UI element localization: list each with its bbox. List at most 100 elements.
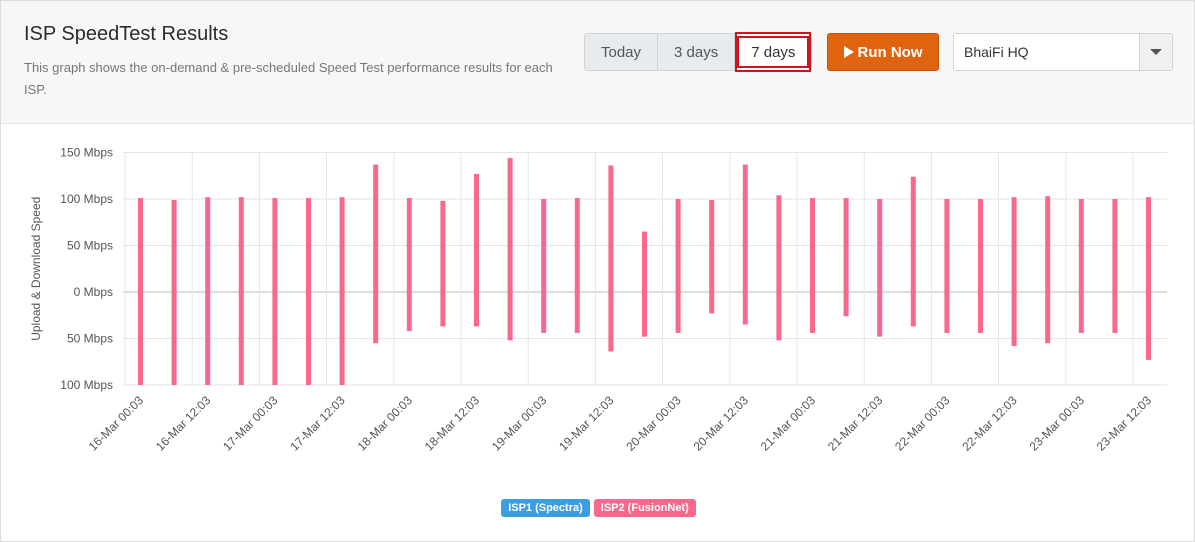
download-bar bbox=[944, 199, 950, 292]
range-today-button[interactable]: Today bbox=[585, 34, 659, 70]
range-3days-button[interactable]: 3 days bbox=[658, 34, 736, 70]
upload-bar bbox=[1146, 292, 1151, 360]
download-bar bbox=[910, 176, 916, 292]
x-tick-label: 17-Mar 12:03 bbox=[287, 393, 348, 454]
play-icon bbox=[843, 46, 854, 58]
download-bar bbox=[1011, 197, 1017, 292]
x-tick-label: 19-Mar 12:03 bbox=[556, 393, 617, 454]
download-bar bbox=[742, 164, 748, 292]
upload-bar bbox=[440, 292, 446, 327]
x-tick-label: 19-Mar 00:03 bbox=[489, 393, 550, 454]
x-tick-label: 21-Mar 12:03 bbox=[825, 393, 886, 454]
y-tick-label: 150 Mbps bbox=[60, 146, 113, 160]
x-tick-label: 23-Mar 00:03 bbox=[1027, 393, 1088, 454]
legend-isp2[interactable]: ISP2 (FusionNet) bbox=[593, 499, 696, 517]
upload-bar bbox=[474, 292, 479, 327]
download-bar bbox=[1112, 199, 1118, 292]
upload-bar bbox=[608, 292, 614, 352]
download-bar bbox=[238, 197, 244, 292]
page-title: ISP SpeedTest Results bbox=[24, 23, 229, 45]
download-bar bbox=[205, 197, 211, 292]
x-tick-label: 23-Mar 12:03 bbox=[1094, 393, 1155, 454]
download-bar bbox=[474, 173, 479, 292]
location-select-value: BhaiFi HQ bbox=[964, 44, 1029, 60]
location-select[interactable]: BhaiFi HQ bbox=[953, 33, 1173, 71]
upload-bar bbox=[1045, 292, 1051, 344]
download-bar bbox=[843, 198, 849, 292]
range-selector: Today 3 days 7 days bbox=[584, 32, 813, 72]
download-bar bbox=[776, 195, 782, 292]
speed-chart: 150 Mbps 100 Mbps 50 Mbps 0 Mbps 50 Mbps 100 … bbox=[29, 146, 1167, 454]
download-bar bbox=[675, 199, 681, 292]
download-bar bbox=[608, 165, 614, 292]
upload-bar bbox=[910, 292, 916, 327]
upload-bar bbox=[810, 292, 815, 333]
upload-bar bbox=[1078, 292, 1084, 333]
download-bar bbox=[1078, 199, 1084, 292]
panel-header: ISP SpeedTest Results This graph shows t… bbox=[1, 1, 1194, 124]
y-tick-label: 50 Mbps bbox=[67, 332, 113, 346]
download-bar bbox=[709, 199, 715, 292]
upload-bar bbox=[507, 292, 513, 341]
download-bar bbox=[574, 198, 580, 292]
upload-bar bbox=[272, 292, 278, 385]
chart-legend: ISP1 (Spectra) ISP2 (FusionNet) bbox=[1, 499, 1195, 517]
download-bar bbox=[642, 231, 647, 292]
download-bar bbox=[339, 197, 345, 292]
upload-bar bbox=[171, 292, 177, 385]
y-tick-label: 100 Mbps bbox=[60, 378, 113, 392]
y-tick-label: 100 Mbps bbox=[60, 192, 113, 206]
upload-bar bbox=[776, 292, 782, 341]
upload-bar bbox=[675, 292, 681, 333]
download-bar bbox=[507, 158, 513, 292]
upload-bar bbox=[843, 292, 849, 317]
upload-bar bbox=[574, 292, 580, 333]
range-7days-button[interactable]: 7 days bbox=[735, 32, 812, 72]
upload-bar bbox=[238, 292, 244, 385]
location-select-toggle[interactable] bbox=[1139, 34, 1172, 70]
y-axis-label: Upload & Download Speed bbox=[29, 197, 43, 341]
upload-bar bbox=[205, 292, 211, 385]
x-tick-label: 21-Mar 00:03 bbox=[758, 393, 819, 454]
x-tick-label: 22-Mar 00:03 bbox=[892, 393, 953, 454]
upload-bar bbox=[306, 292, 311, 385]
upload-bar bbox=[339, 292, 345, 385]
upload-bar bbox=[978, 292, 983, 333]
x-tick-label: 20-Mar 12:03 bbox=[691, 393, 752, 454]
upload-bar bbox=[138, 292, 143, 385]
x-tick-label: 17-Mar 00:03 bbox=[220, 393, 281, 454]
download-bar bbox=[171, 199, 177, 292]
y-tick-label: 0 Mbps bbox=[74, 285, 113, 299]
run-now-button[interactable]: Run Now bbox=[827, 33, 939, 71]
legend-isp1[interactable]: ISP1 (Spectra) bbox=[501, 499, 590, 517]
upload-bar bbox=[944, 292, 950, 333]
x-tick-label: 16-Mar 00:03 bbox=[86, 393, 147, 454]
upload-bar bbox=[877, 292, 883, 337]
download-bar bbox=[272, 198, 278, 292]
run-now-label: Run Now bbox=[857, 43, 923, 61]
download-bar bbox=[810, 198, 815, 292]
download-bar bbox=[541, 199, 547, 292]
upload-bar bbox=[1011, 292, 1017, 346]
download-bar bbox=[978, 199, 983, 292]
download-bar bbox=[406, 198, 412, 292]
upload-bar bbox=[373, 292, 379, 344]
upload-bar bbox=[642, 292, 647, 337]
chevron-down-icon bbox=[1150, 49, 1162, 55]
download-bar bbox=[306, 198, 311, 292]
download-bar bbox=[1146, 197, 1151, 292]
upload-bar bbox=[1112, 292, 1118, 333]
x-tick-label: 16-Mar 12:03 bbox=[153, 393, 214, 454]
download-bar bbox=[373, 164, 379, 292]
page-description: This graph shows the on-demand & pre-sch… bbox=[24, 60, 553, 97]
x-tick-label: 18-Mar 12:03 bbox=[422, 393, 483, 454]
upload-bar bbox=[742, 292, 748, 325]
x-tick-label: 20-Mar 00:03 bbox=[623, 393, 684, 454]
download-bar bbox=[440, 200, 446, 292]
upload-bar bbox=[709, 292, 715, 314]
upload-bar bbox=[541, 292, 547, 333]
y-tick-label: 50 Mbps bbox=[67, 239, 113, 253]
x-tick-label: 22-Mar 12:03 bbox=[959, 393, 1020, 454]
download-bar bbox=[1045, 196, 1051, 292]
